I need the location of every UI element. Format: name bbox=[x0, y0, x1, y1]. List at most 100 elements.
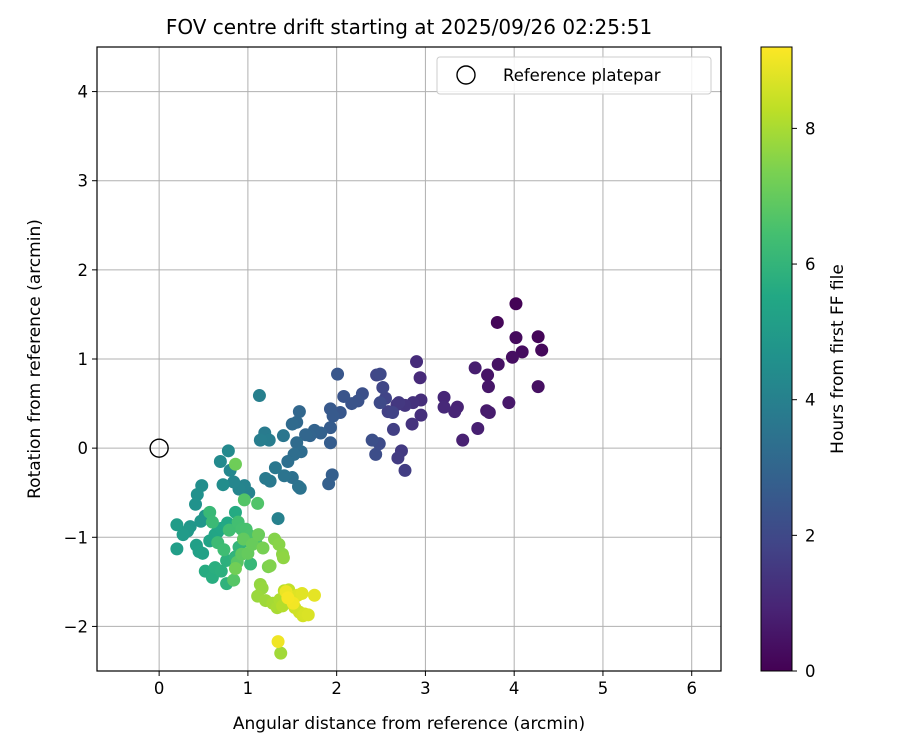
data-point bbox=[515, 345, 529, 359]
data-point bbox=[194, 514, 208, 528]
data-point bbox=[256, 541, 270, 555]
data-point bbox=[392, 396, 406, 410]
y-tick-label: −1 bbox=[64, 528, 88, 547]
data-point bbox=[228, 505, 242, 519]
data-point bbox=[227, 475, 241, 489]
data-point bbox=[413, 371, 427, 385]
data-point bbox=[531, 380, 545, 394]
data-point bbox=[227, 573, 241, 587]
y-tick-label: 0 bbox=[78, 439, 89, 458]
data-point bbox=[386, 422, 400, 436]
colorbar-tick-label: 2 bbox=[805, 526, 816, 545]
reference-marker bbox=[149, 438, 169, 458]
x-tick-label: 6 bbox=[686, 679, 697, 698]
data-point bbox=[272, 537, 286, 551]
data-point bbox=[277, 469, 291, 483]
colorbar-tick-label: 0 bbox=[805, 662, 816, 681]
data-point bbox=[268, 461, 282, 475]
data-point bbox=[299, 428, 313, 442]
data-point bbox=[531, 330, 545, 344]
legend: Reference platepar bbox=[436, 56, 712, 95]
data-point bbox=[405, 417, 419, 431]
grid bbox=[97, 47, 721, 671]
reference-layer bbox=[149, 438, 169, 458]
data-point bbox=[323, 436, 337, 450]
data-point bbox=[170, 518, 184, 532]
data-point bbox=[490, 315, 504, 329]
y-axis-label: Rotation from reference (arcmin) bbox=[25, 219, 45, 499]
data-point bbox=[373, 396, 387, 410]
data-point bbox=[221, 444, 235, 458]
data-point bbox=[337, 389, 351, 403]
data-point bbox=[196, 546, 210, 560]
data-point bbox=[437, 400, 451, 414]
data-point bbox=[281, 455, 295, 469]
data-point bbox=[190, 487, 204, 501]
data-point bbox=[369, 447, 383, 461]
data-point bbox=[301, 608, 315, 622]
colorbar-label: Hours from first FF file bbox=[828, 264, 848, 454]
x-tick-label: 0 bbox=[154, 679, 165, 698]
data-point bbox=[509, 331, 523, 345]
data-point bbox=[176, 528, 190, 542]
data-point bbox=[386, 405, 400, 419]
data-point bbox=[326, 409, 340, 423]
data-point bbox=[281, 591, 295, 605]
data-point bbox=[271, 512, 285, 526]
data-point bbox=[217, 543, 231, 557]
y-axis-ticks: −2 −1 0 1 2 3 4 bbox=[64, 83, 97, 636]
colorbar-tick-label: 8 bbox=[805, 119, 816, 138]
data-point bbox=[216, 478, 230, 492]
data-point bbox=[285, 417, 299, 431]
data-point bbox=[292, 405, 306, 419]
data-point bbox=[365, 433, 379, 447]
data-point bbox=[391, 451, 405, 465]
data-point bbox=[213, 455, 227, 469]
legend-box bbox=[436, 56, 712, 95]
y-tick-label: 1 bbox=[78, 350, 89, 369]
x-tick-label: 1 bbox=[243, 679, 254, 698]
data-point bbox=[509, 297, 523, 311]
data-point bbox=[263, 559, 277, 573]
data-point bbox=[331, 367, 345, 381]
x-tick-label: 2 bbox=[331, 679, 342, 698]
data-point bbox=[481, 368, 495, 382]
data-point bbox=[295, 586, 309, 600]
data-point bbox=[414, 408, 428, 422]
data-point bbox=[398, 463, 412, 477]
data-point bbox=[170, 542, 184, 556]
data-point bbox=[502, 396, 516, 410]
data-point bbox=[276, 429, 290, 443]
legend-reference-marker bbox=[456, 65, 476, 85]
data-point bbox=[245, 537, 259, 551]
colorbar: 0 2 4 6 8 Hours from first FF file bbox=[760, 46, 848, 681]
data-point bbox=[293, 481, 307, 495]
colorbar-gradient bbox=[760, 46, 793, 672]
data-point bbox=[271, 635, 285, 649]
y-tick-label: 2 bbox=[78, 261, 89, 280]
y-tick-label: 4 bbox=[78, 83, 89, 102]
data-point bbox=[471, 422, 485, 436]
data-point bbox=[228, 561, 242, 575]
data-point bbox=[307, 588, 321, 602]
data-point bbox=[448, 405, 462, 419]
data-point bbox=[322, 477, 336, 491]
data-point bbox=[437, 390, 451, 404]
data-point bbox=[259, 471, 273, 485]
data-points bbox=[170, 297, 549, 660]
data-point bbox=[373, 367, 387, 381]
y-tick-label: 3 bbox=[78, 172, 89, 191]
colorbar-ticks: 0 2 4 6 8 bbox=[792, 119, 816, 681]
data-point bbox=[252, 389, 266, 403]
data-point bbox=[214, 564, 228, 578]
data-point bbox=[376, 381, 390, 395]
data-point bbox=[535, 343, 549, 357]
data-point bbox=[323, 421, 337, 435]
x-axis-label: Angular distance from reference (arcmin) bbox=[233, 714, 585, 734]
x-tick-label: 3 bbox=[420, 679, 431, 698]
x-tick-label: 5 bbox=[598, 679, 609, 698]
data-point bbox=[228, 457, 242, 471]
data-point bbox=[222, 523, 236, 537]
